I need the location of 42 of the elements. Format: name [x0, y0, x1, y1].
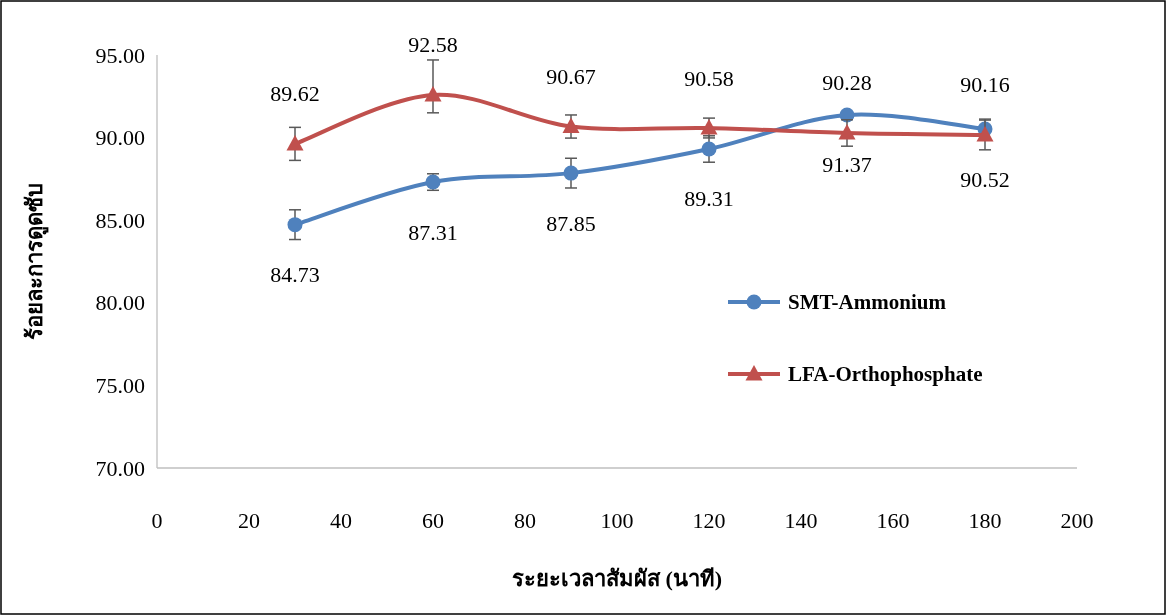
data-label: 89.62: [270, 81, 320, 107]
data-label: 91.37: [822, 152, 872, 178]
x-tick-label: 60: [422, 507, 444, 533]
y-axis-title: ร้อยละการดูดซับ: [21, 183, 49, 340]
data-label: 90.52: [960, 166, 1010, 192]
data-label: 92.58: [408, 32, 458, 58]
point: [838, 123, 856, 140]
point: [700, 119, 718, 135]
point: [424, 85, 442, 102]
data-label: 87.85: [546, 210, 596, 236]
x-tick-label: 140: [784, 507, 818, 533]
point: [562, 117, 580, 134]
x-tick-label: 100: [600, 507, 634, 533]
x-tick-label: 40: [330, 507, 352, 533]
x-axis-title: ระยะเวลาสัมผัส (นาที): [511, 565, 723, 591]
x-tick-label: 20: [238, 507, 260, 533]
y-tick-label: 70.00: [95, 455, 145, 481]
legend-label: SMT-Ammonium: [788, 290, 947, 314]
data-label: 90.58: [684, 65, 734, 91]
y-tick-label: 85.00: [95, 207, 145, 233]
y-tick-label: 90.00: [95, 125, 145, 151]
data-label: 87.31: [408, 219, 458, 245]
data-label: 89.31: [684, 186, 734, 212]
x-tick-label: 120: [692, 507, 726, 533]
y-tick-label: 95.00: [95, 42, 145, 68]
data-label: 84.73: [270, 262, 320, 288]
point: [286, 134, 304, 151]
point: [701, 141, 717, 157]
point: [563, 165, 579, 181]
point: [976, 125, 994, 142]
x-tick-label: 0: [151, 507, 163, 533]
x-tick-label: 200: [1060, 507, 1094, 533]
legend-label: LFA-Orthophosphate: [788, 362, 983, 386]
x-tick-label: 160: [876, 507, 910, 533]
x-tick-label: 180: [968, 507, 1002, 533]
data-label: 90.28: [822, 70, 872, 96]
point: [287, 217, 303, 233]
data-label: 90.16: [960, 72, 1010, 98]
y-tick-label: 80.00: [95, 290, 145, 316]
data-label: 90.67: [546, 64, 596, 90]
x-tick-label: 80: [514, 507, 536, 533]
y-tick-label: 75.00: [95, 372, 145, 398]
